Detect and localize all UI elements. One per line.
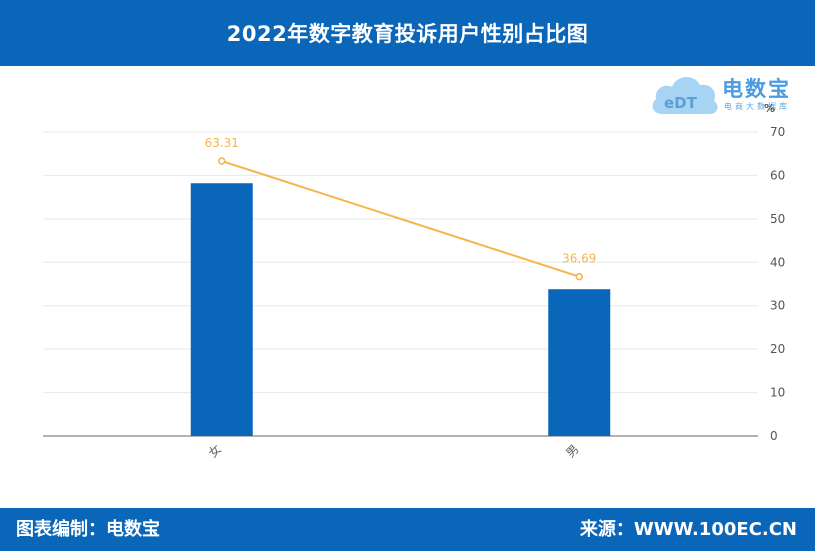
y-tick-label: 50 (770, 212, 785, 226)
cloud-logo-icon: eDT (652, 76, 718, 114)
bar-1 (548, 289, 611, 436)
x-category-label: 女 (205, 441, 224, 460)
y-unit-label: % (764, 102, 775, 115)
y-tick-label: 0 (770, 429, 778, 443)
grid-lines (43, 131, 758, 437)
y-tick-label: 20 (770, 342, 785, 356)
data-label-0: 63.31 (205, 136, 239, 150)
y-tick-label: 60 (770, 168, 785, 182)
data-label-1: 36.69 (562, 252, 596, 266)
line-path (221, 160, 580, 278)
footer-source: 来源：WWW.100EC.CN (579, 519, 797, 540)
footer-credit: 图表编制：电数宝 (16, 519, 160, 540)
bars (190, 183, 611, 436)
y-tick-label: 30 (770, 299, 785, 313)
header-bar: 2022年数字教育投诉用户性别占比图 (0, 0, 815, 66)
chart-title: 2022年数字教育投诉用户性别占比图 (226, 22, 589, 46)
logo-subtitle: 电商大数据库 (724, 102, 790, 111)
labels: 0 10 20 30 40 50 60 70% 女 男 63.31 36.69 (205, 102, 786, 460)
line-point-0 (218, 157, 226, 165)
x-category-label: 男 (563, 442, 581, 460)
line-point-1 (575, 272, 583, 281)
logo-name: 电数宝 (722, 77, 791, 101)
footer-bar: 图表编制：电数宝 来源：WWW.100EC.CN (0, 508, 815, 551)
chart-area: 0 10 20 30 40 50 60 70% 女 男 63.31 36.69 (43, 102, 786, 460)
edt-logo: eDT 电数宝 电商大数据库 (650, 70, 800, 118)
y-tick-label: 40 (770, 255, 785, 269)
bar-0 (190, 183, 253, 436)
line-series (218, 157, 583, 281)
y-tick-label: 70 (770, 125, 785, 139)
y-tick-label: 10 (770, 386, 785, 400)
cloud-text: eDT (664, 94, 698, 112)
